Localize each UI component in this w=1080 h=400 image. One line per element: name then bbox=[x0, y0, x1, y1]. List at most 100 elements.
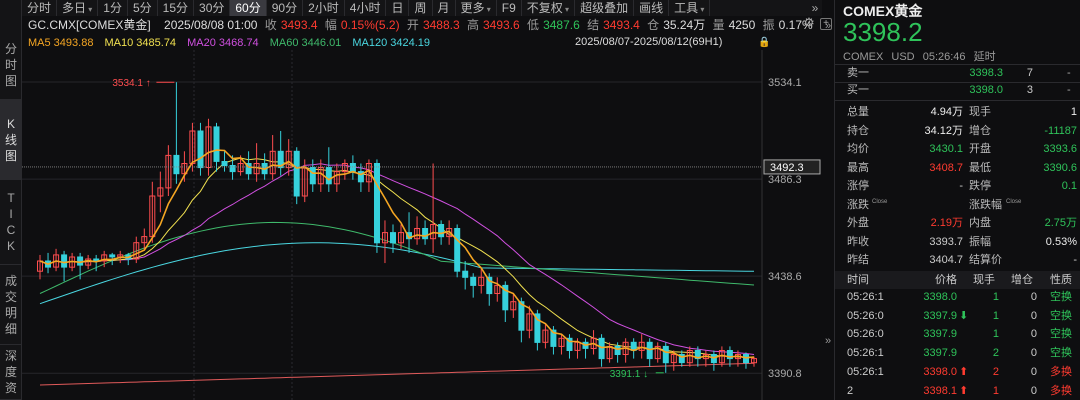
vtab-char: I bbox=[9, 207, 13, 221]
trade-nature: 多换 bbox=[1050, 384, 1072, 397]
collapse-panel-icon[interactable]: » bbox=[824, 335, 832, 347]
stat-label: 现手 bbox=[969, 106, 991, 118]
gear-icon[interactable]: ⚙ bbox=[803, 15, 815, 30]
period-tab-16[interactable]: 超级叠加 bbox=[575, 0, 635, 16]
exchange-label: COMEX bbox=[843, 51, 884, 63]
candle-body bbox=[726, 350, 733, 360]
candle-body bbox=[165, 154, 172, 189]
candle-body bbox=[654, 345, 661, 360]
stat-label: 昨收 bbox=[847, 235, 869, 248]
instrument-name: COMEX黄金 bbox=[843, 3, 923, 19]
period-tab-15[interactable]: 不复权 bbox=[522, 0, 576, 16]
candlestick-chart[interactable]: 3534.1 ↑ 3391.1 ↓ 3534.1 3486.3 3438.6 3390.8… bbox=[22, 50, 822, 400]
trades-header-cell[interactable]: 现手 bbox=[973, 274, 995, 286]
vtab-char: 度 bbox=[4, 365, 17, 379]
stat-value: 3404.7 bbox=[929, 254, 963, 266]
period-tab-8[interactable]: 2小时 bbox=[303, 0, 345, 16]
trade-price: 3397.9 bbox=[923, 309, 957, 322]
candle-body bbox=[454, 228, 461, 272]
period-tab-9[interactable]: 4小时 bbox=[345, 0, 387, 16]
candle-body bbox=[478, 276, 485, 286]
period-tab-17[interactable]: 画线 bbox=[634, 0, 670, 16]
trade-row[interactable]: 05:26:1 3397.9 2 0 空换 bbox=[835, 344, 1080, 362]
period-tab-18[interactable]: 工具 bbox=[669, 0, 711, 16]
trade-qty: 1 bbox=[992, 291, 999, 303]
candle-body bbox=[157, 187, 164, 197]
vtab-4[interactable]: 深度资 bbox=[0, 345, 22, 400]
lock-icon[interactable]: 🔒 bbox=[758, 37, 771, 48]
trade-time: 05:26:0 bbox=[847, 328, 884, 341]
trade-time: 05:26:1 bbox=[847, 347, 884, 360]
buy1-label: 买一 bbox=[847, 84, 869, 96]
vtab-char: 细 bbox=[4, 321, 17, 336]
sell1-row[interactable]: 卖一 3398.3 7 - bbox=[835, 65, 1080, 82]
trade-time: 05:26:1 bbox=[847, 365, 884, 378]
toolbar-more-icon[interactable]: » bbox=[811, 1, 819, 15]
trade-row[interactable]: 05:26:1 3398.0 ⬆ 2 0 多换 bbox=[835, 363, 1080, 381]
open-value: 3488.3 bbox=[422, 18, 460, 32]
candle-body bbox=[510, 301, 517, 311]
vtab-0[interactable]: 分时图 bbox=[0, 30, 22, 100]
close-label: 收 bbox=[264, 18, 277, 32]
candle-body bbox=[566, 337, 573, 351]
expand-arrow-icon[interactable]: » bbox=[824, 20, 832, 32]
stat-label: 最低 bbox=[969, 161, 991, 174]
last-label: 结 bbox=[587, 18, 600, 32]
period-tab-4[interactable]: 15分 bbox=[158, 0, 195, 16]
trade-row[interactable]: 05:26:1 3398.0 1 0 空换 bbox=[835, 288, 1080, 306]
amp-label: 振 bbox=[762, 18, 775, 32]
stat-row: 均价 3430.1 开盘 3393.6 bbox=[835, 140, 1080, 158]
trades-header-cell[interactable]: 性质 bbox=[1050, 274, 1072, 286]
trade-row[interactable]: 05:26:0 3397.9 ⬇ 1 0 空换 bbox=[835, 307, 1080, 325]
stat-label: 开盘 bbox=[969, 143, 991, 155]
close-value: 3493.4 bbox=[280, 18, 318, 32]
vtab-3[interactable]: 成交明细 bbox=[0, 265, 22, 345]
buy1-row[interactable]: 买一 3398.0 3 - bbox=[835, 82, 1080, 99]
trade-row[interactable]: 2 3398.1 ⬆ 1 0 多换 bbox=[835, 382, 1080, 400]
stat-value: 3390.6 bbox=[1043, 161, 1077, 174]
trade-row[interactable]: 05:26:0 3397.9 1 0 空换 bbox=[835, 325, 1080, 343]
candle-body bbox=[325, 167, 332, 185]
trade-oi: 0 bbox=[1030, 365, 1037, 378]
trades-header-cell[interactable]: 增仓 bbox=[1011, 274, 1033, 286]
period-tab-5[interactable]: 30分 bbox=[194, 0, 231, 16]
period-tab-2[interactable]: 1分 bbox=[98, 0, 128, 16]
trade-oi: 0 bbox=[1030, 328, 1037, 341]
quote-time: 05:26:46 bbox=[922, 51, 966, 63]
stat-sup: Close bbox=[872, 198, 888, 205]
candle-body bbox=[526, 313, 533, 331]
period-tab-1[interactable]: 多日 bbox=[57, 0, 99, 16]
stat-value: 3408.7 bbox=[929, 161, 963, 174]
stat-value: 34.12万 bbox=[924, 124, 963, 137]
period-tab-12[interactable]: 月 bbox=[433, 0, 456, 16]
period-tab-0[interactable]: 分时 bbox=[22, 0, 58, 16]
stat-value: 2.75万 bbox=[1044, 217, 1077, 229]
y-axis-label: 3534.1 bbox=[768, 77, 802, 89]
candle-body bbox=[341, 163, 348, 173]
candle-body bbox=[245, 163, 252, 175]
period-tab-11[interactable]: 周 bbox=[409, 0, 433, 16]
period-tab-10[interactable]: 日 bbox=[386, 0, 410, 16]
plus-box-icon[interactable]: + bbox=[820, 18, 832, 30]
period-tab-13[interactable]: 更多 bbox=[456, 0, 497, 16]
stat-label: 外盘 bbox=[847, 217, 869, 229]
oi-value: 35.24万 bbox=[663, 18, 706, 32]
currency-label: USD bbox=[891, 51, 915, 63]
period-tab-14[interactable]: F9 bbox=[497, 0, 522, 16]
vtab-char: 明 bbox=[4, 305, 17, 320]
period-tab-6[interactable]: 60分 bbox=[230, 0, 267, 16]
candle-body bbox=[558, 337, 565, 347]
candle-body bbox=[462, 270, 469, 278]
stat-label: 跌停 bbox=[969, 180, 991, 192]
ma5-label: MA5 3493.88 bbox=[28, 37, 94, 49]
trades-header-cell[interactable]: 价格 bbox=[935, 274, 957, 286]
stat-label: 涨停 bbox=[847, 180, 869, 192]
candle-body bbox=[518, 301, 525, 331]
trades-header-cell[interactable]: 时间 bbox=[847, 274, 869, 286]
period-tab-3[interactable]: 5分 bbox=[128, 0, 158, 16]
candle-body bbox=[614, 345, 621, 355]
period-tab-7[interactable]: 90分 bbox=[267, 0, 304, 16]
